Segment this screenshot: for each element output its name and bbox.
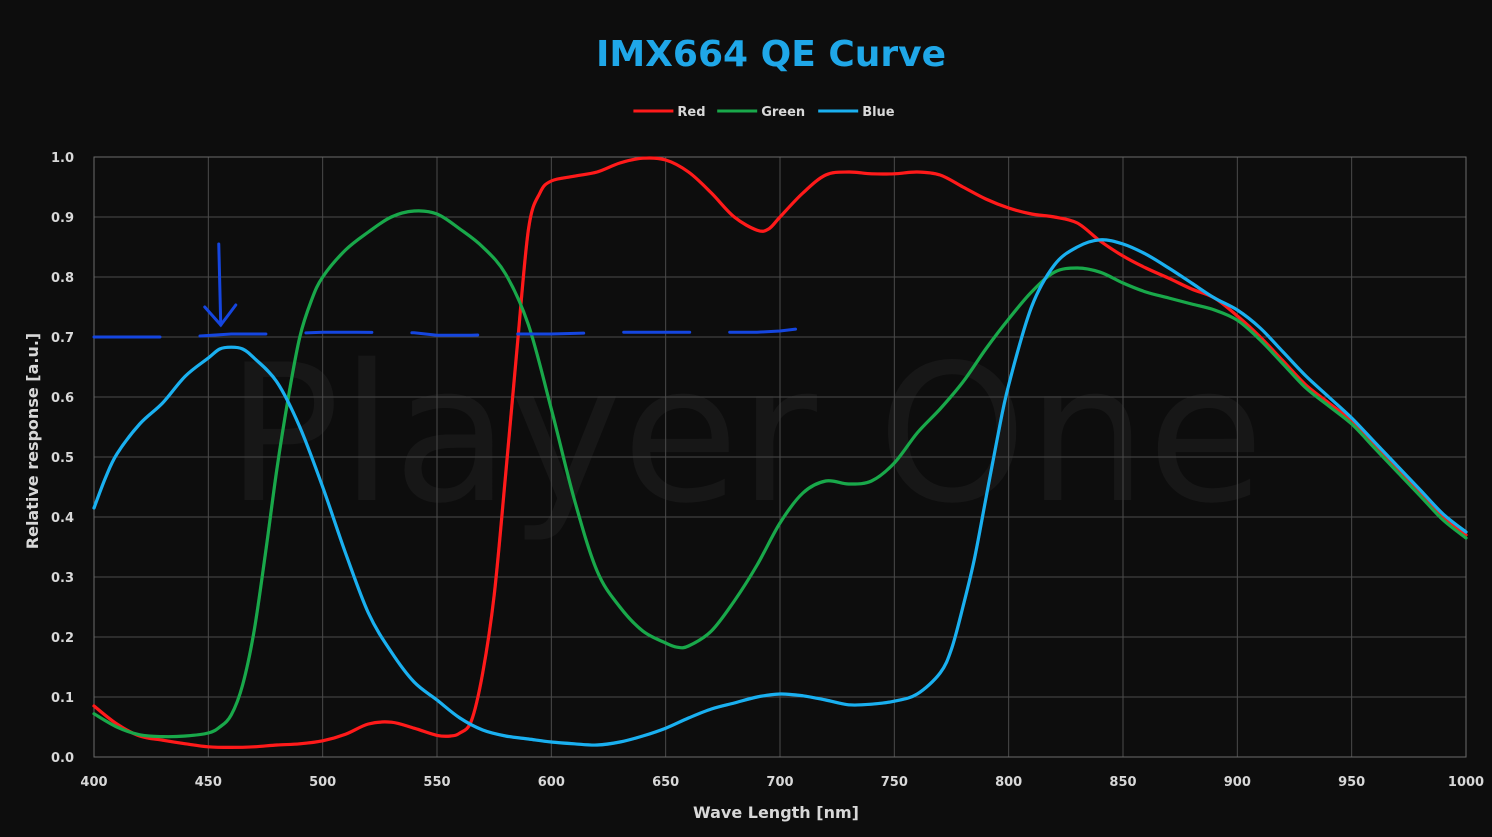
watermark: Player One bbox=[226, 324, 1265, 545]
x-tick-label: 750 bbox=[881, 775, 908, 790]
y-tick-label: 0.9 bbox=[51, 211, 74, 226]
y-tick-label: 0.2 bbox=[51, 631, 74, 646]
x-tick-label: 550 bbox=[423, 775, 450, 790]
y-tick-label: 0.1 bbox=[51, 691, 74, 706]
legend-label-green: Green bbox=[761, 105, 805, 120]
annotation-arrow-shaft bbox=[217, 242, 223, 327]
y-tick-label: 0.4 bbox=[51, 511, 74, 526]
x-tick-label: 800 bbox=[995, 775, 1022, 790]
annotation-dashed-line bbox=[92, 325, 816, 339]
series-lines bbox=[92, 156, 1468, 749]
legend-label-red: Red bbox=[677, 105, 705, 120]
x-tick-label: 900 bbox=[1224, 775, 1251, 790]
x-axis-label: Wave Length [nm] bbox=[693, 803, 859, 822]
annotation-arrow-head bbox=[203, 303, 238, 328]
x-tick-label: 450 bbox=[195, 775, 222, 790]
x-tick-label: 850 bbox=[1109, 775, 1136, 790]
y-tick-labels: 0.0 0.1 0.2 0.3 0.4 0.5 0.6 0.7 0.8 0.9 1.0 bbox=[51, 151, 74, 766]
y-tick-label: 0.8 bbox=[51, 271, 74, 286]
y-tick-label: 1.0 bbox=[51, 151, 74, 166]
grid bbox=[93, 156, 1467, 758]
plot-frame bbox=[93, 156, 1467, 758]
x-tick-labels: 400 450 500 550 600 650 700 750 800 850 900 950 1000 bbox=[80, 775, 1484, 790]
x-tick-label: 650 bbox=[652, 775, 679, 790]
x-tick-label: 500 bbox=[309, 775, 336, 790]
x-tick-label: 950 bbox=[1338, 775, 1365, 790]
y-tick-label: 0.0 bbox=[51, 751, 74, 766]
x-tick-label: 1000 bbox=[1448, 775, 1484, 790]
chart-title: IMX664 QE Curve bbox=[596, 34, 946, 75]
x-tick-label: 600 bbox=[538, 775, 565, 790]
annotation-layer bbox=[92, 242, 816, 339]
legend: Red Green Blue bbox=[633, 105, 895, 120]
y-tick-label: 0.6 bbox=[51, 391, 74, 406]
series-line-blue bbox=[92, 238, 1468, 747]
x-tick-label: 700 bbox=[766, 775, 793, 790]
y-axis-label: Relative response [a.u.] bbox=[23, 333, 42, 549]
y-tick-label: 0.5 bbox=[51, 451, 74, 466]
y-tick-label: 0.7 bbox=[51, 331, 74, 346]
x-tick-label: 400 bbox=[80, 775, 107, 790]
series-line-green bbox=[92, 209, 1468, 739]
legend-label-blue: Blue bbox=[862, 105, 895, 120]
y-tick-label: 0.3 bbox=[51, 571, 74, 586]
